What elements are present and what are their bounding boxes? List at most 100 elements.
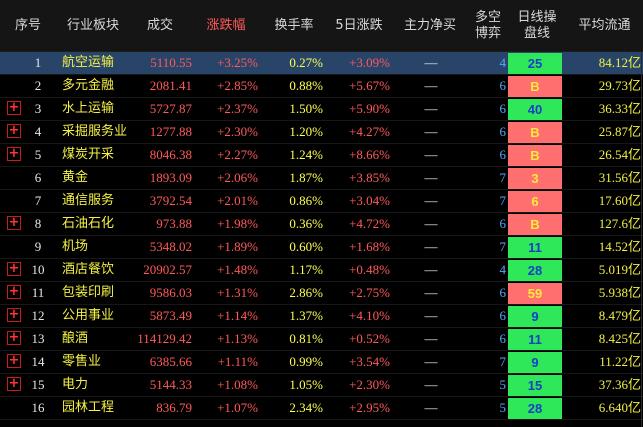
- change-percent: +1.89%: [217, 239, 258, 254]
- five-day-change: +5.90%: [349, 101, 390, 116]
- change-percent: +1.13%: [217, 331, 258, 346]
- table-right-border: [641, 52, 642, 427]
- sector-name[interactable]: 公用事业: [62, 308, 115, 323]
- trade-amount: 973.88: [156, 216, 192, 231]
- sector-name[interactable]: 酒店餐饮: [62, 262, 115, 277]
- long-short-score: 6: [499, 124, 507, 139]
- main-net-buy: —: [424, 101, 438, 116]
- header-change[interactable]: 涨跌幅: [206, 18, 246, 33]
- trade-amount: 5144.33: [149, 377, 192, 392]
- header-average-float[interactable]: 平均流通: [578, 18, 631, 33]
- header-change-5d[interactable]: 5日涨跌: [335, 18, 383, 33]
- sector-name[interactable]: 通信服务: [62, 193, 115, 208]
- table-row[interactable]: + 8 石油石化 973.88 +1.98% 0.36% +4.72% — 6 …: [0, 213, 643, 236]
- turnover-rate: 1.24%: [289, 147, 323, 162]
- sector-name[interactable]: 水上运输: [62, 101, 115, 116]
- average-float: 37.36亿: [598, 377, 641, 392]
- main-net-buy: —: [424, 354, 438, 369]
- daily-trend-badge: 11: [508, 237, 562, 258]
- expand-plus-icon[interactable]: +: [7, 146, 21, 161]
- trade-amount: 1893.09: [149, 170, 192, 185]
- sector-name[interactable]: 机场: [62, 239, 89, 254]
- row-index: 13: [31, 331, 45, 346]
- change-percent: +2.30%: [217, 124, 258, 139]
- table-row[interactable]: + 11 包装印刷 9586.03 +1.31% 2.86% +2.75% — …: [0, 282, 643, 305]
- header-index[interactable]: 序号: [14, 18, 41, 33]
- row-index: 15: [31, 377, 45, 392]
- sector-name[interactable]: 航空运输: [62, 55, 115, 70]
- table-row[interactable]: 2 多元金融 2081.41 +2.85% 0.88% +5.67% — 6 B…: [0, 75, 643, 98]
- table-row[interactable]: 9 机场 5348.02 +1.89% 0.60% +1.68% — 7 11 …: [0, 236, 643, 259]
- sector-name[interactable]: 黄金: [62, 170, 89, 185]
- long-short-score: 5: [499, 400, 507, 415]
- table-row[interactable]: + 10 酒店餐饮 20902.57 +1.48% 1.17% +0.48% —…: [0, 259, 643, 282]
- trade-amount: 20902.57: [143, 262, 192, 277]
- expand-plus-icon[interactable]: +: [7, 376, 21, 391]
- turnover-rate: 1.37%: [289, 308, 323, 323]
- table-row[interactable]: 7 通信服务 3792.54 +2.01% 0.86% +3.04% — 7 6…: [0, 190, 643, 213]
- daily-trend-badge: 15: [508, 375, 562, 396]
- row-index: 10: [31, 262, 45, 277]
- expand-plus-icon[interactable]: +: [7, 353, 21, 368]
- header-main-flow[interactable]: 主力净买: [403, 18, 456, 33]
- header-daily-trend[interactable]: 日线操 盘线: [508, 0, 566, 52]
- five-day-change: +8.66%: [349, 147, 390, 162]
- main-net-buy: —: [424, 170, 438, 185]
- table-row[interactable]: 1 航空运输 5110.55 +3.25% 0.27% +3.09% — 4 2…: [0, 52, 643, 75]
- expand-plus-icon[interactable]: +: [7, 284, 21, 299]
- main-net-buy: —: [424, 147, 438, 162]
- sector-name[interactable]: 酿酒: [62, 331, 89, 346]
- turnover-rate: 1.50%: [289, 101, 323, 116]
- table-row[interactable]: + 3 水上运输 5727.87 +2.37% 1.50% +5.90% — 6…: [0, 98, 643, 121]
- sector-name[interactable]: 煤炭开采: [62, 147, 115, 162]
- main-net-buy: —: [424, 262, 438, 277]
- expand-plus-icon[interactable]: +: [7, 261, 21, 276]
- change-percent: +2.27%: [217, 147, 258, 162]
- sector-name[interactable]: 零售业: [62, 354, 102, 369]
- header-long-short-game[interactable]: 多空 博弈: [468, 0, 508, 52]
- long-short-score: 4: [499, 55, 507, 70]
- table-row[interactable]: + 4 采掘服务业 1277.88 +2.30% 1.20% +4.27% — …: [0, 121, 643, 144]
- five-day-change: +5.67%: [349, 78, 390, 93]
- table-row[interactable]: + 12 公用事业 5873.49 +1.14% 1.37% +4.10% — …: [0, 305, 643, 328]
- expand-plus-icon[interactable]: +: [7, 100, 21, 115]
- table-row[interactable]: 6 黄金 1893.09 +2.06% 1.87% +3.85% — 7 3 3…: [0, 167, 643, 190]
- header-turnover[interactable]: 换手率: [274, 18, 314, 33]
- sector-name[interactable]: 石油石化: [62, 216, 115, 231]
- table-row[interactable]: + 14 零售业 6385.66 +1.11% 0.99% +3.54% — 7…: [0, 351, 643, 374]
- table-row[interactable]: + 15 电力 5144.33 +1.08% 1.05% +2.30% — 5 …: [0, 374, 643, 397]
- expand-plus-icon[interactable]: +: [7, 330, 21, 345]
- daily-trend-badge: 28: [508, 398, 562, 419]
- row-index: 11: [31, 285, 45, 300]
- sector-name[interactable]: 电力: [62, 377, 89, 392]
- expand-plus-icon[interactable]: +: [7, 123, 21, 138]
- table-row[interactable]: + 13 酿酒 114129.42 +1.13% 0.81% +0.52% — …: [0, 328, 643, 351]
- row-index: 12: [31, 308, 45, 323]
- average-float: 8.479亿: [598, 308, 641, 323]
- trade-amount: 3792.54: [149, 193, 192, 208]
- row-index: 14: [31, 354, 45, 369]
- five-day-change: +3.09%: [349, 55, 390, 70]
- row-index: 3: [34, 101, 42, 116]
- main-net-buy: —: [424, 124, 438, 139]
- expand-plus-icon[interactable]: +: [7, 307, 21, 322]
- trade-amount: 5110.55: [150, 55, 192, 70]
- sector-name[interactable]: 园林工程: [62, 400, 115, 415]
- long-short-score: 7: [499, 239, 507, 254]
- main-net-buy: —: [424, 193, 438, 208]
- turnover-rate: 0.36%: [289, 216, 323, 231]
- turnover-rate: 1.87%: [289, 170, 323, 185]
- sector-name[interactable]: 多元金融: [62, 78, 115, 93]
- header-sector[interactable]: 行业板块: [66, 18, 119, 33]
- row-index: 2: [34, 78, 42, 93]
- long-short-score: 6: [499, 331, 507, 346]
- five-day-change: +3.04%: [349, 193, 390, 208]
- table-row[interactable]: + 5 煤炭开采 8046.38 +2.27% 1.24% +8.66% — 6…: [0, 144, 643, 167]
- sector-name[interactable]: 包装印刷: [62, 285, 115, 300]
- expand-plus-icon[interactable]: +: [7, 215, 21, 230]
- daily-trend-badge: 9: [508, 306, 562, 327]
- header-amount[interactable]: 成交: [146, 18, 173, 33]
- sector-name[interactable]: 采掘服务业: [62, 124, 128, 139]
- table-row[interactable]: 16 园林工程 836.79 +1.07% 2.34% +2.95% — 5 2…: [0, 397, 643, 420]
